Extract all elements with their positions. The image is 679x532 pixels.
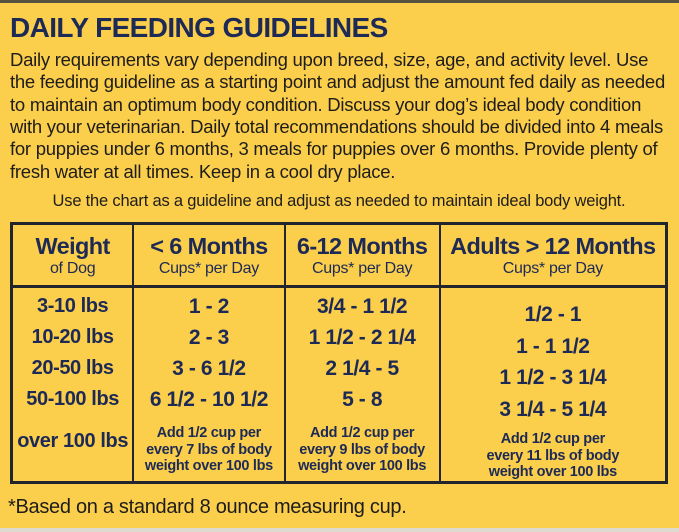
weight-range: 20-50 lbs	[31, 357, 114, 380]
note-line: every 9 lbs of body	[299, 441, 425, 458]
under-6-months-column: < 6 Months Cups* per Day 1 - 2 2 - 3 3 -…	[134, 225, 286, 481]
note-line: every 11 lbs of body	[486, 447, 620, 464]
weight-range: over 100 lbs	[17, 430, 129, 453]
measuring-cup-footnote: *Based on a standard 8 ounce measuring c…	[8, 496, 407, 518]
label-top-edge	[0, 0, 679, 3]
cups-range: 3 1/4 - 5 1/4	[499, 397, 607, 421]
weight-range: 10-20 lbs	[31, 326, 114, 349]
under-6-months-values: 1 - 2 2 - 3 3 - 6 1/2 6 1/2 - 10 1/2 Add…	[134, 288, 283, 479]
cups-range: 6 1/2 - 10 1/2	[149, 388, 269, 412]
six-to-twelve-months-values: 3/4 - 1 1/2 1 1/2 - 2 1/4 2 1/4 - 5 5 - …	[286, 288, 439, 479]
note-line: Add 1/2 cup per	[500, 431, 606, 448]
six-to-twelve-months-header-subtitle: Cups* per Day	[312, 259, 413, 277]
weight-range: 3-10 lbs	[36, 295, 109, 318]
weight-column-header: Weight of Dog	[13, 225, 133, 289]
six-to-twelve-months-header: 6-12 Months Cups* per Day	[285, 225, 439, 289]
weight-header-subtitle: of Dog	[49, 259, 96, 277]
over-100-lbs-note: Add 1/2 cup per every 11 lbs of body wei…	[441, 431, 665, 481]
intro-paragraph: Daily requirements vary depending upon b…	[10, 48, 665, 182]
note-line: weight over 100 lbs	[298, 458, 427, 475]
six-to-twelve-months-column: 6-12 Months Cups* per Day 3/4 - 1 1/2 1 …	[285, 225, 441, 481]
weight-column-values: 3-10 lbs 10-20 lbs 20-50 lbs 50-100 lbs …	[13, 288, 132, 479]
cups-range: 1 - 1 1/2	[516, 334, 590, 358]
over-100-lbs-note: Add 1/2 cup per every 9 lbs of body weig…	[286, 425, 439, 475]
label-bottom-edge	[0, 528, 679, 532]
cups-range: 3 - 6 1/2	[172, 357, 246, 381]
adults-header-title: Adults > 12 Months	[450, 233, 656, 260]
weight-header-title: Weight	[35, 233, 110, 260]
cups-range: 1 - 2	[188, 295, 229, 319]
feeding-guidelines-panel: DAILY FEEDING GUIDELINES Daily requireme…	[10, 12, 668, 484]
six-to-twelve-months-header-title: 6-12 Months	[296, 233, 428, 260]
note-line: every 7 lbs of body	[146, 441, 272, 458]
over-100-lbs-note: Add 1/2 cup per every 7 lbs of body weig…	[134, 425, 283, 475]
page-title: DAILY FEEDING GUIDELINES	[10, 12, 388, 43]
note-line: weight over 100 lbs	[144, 458, 273, 475]
note-line: weight over 100 lbs	[488, 464, 617, 481]
weight-column: Weight of Dog 3-10 lbs 10-20 lbs 20-50 l…	[13, 225, 135, 481]
adults-header-subtitle: Cups* per Day	[502, 259, 603, 277]
under-6-months-header: < 6 Months Cups* per Day	[134, 225, 284, 289]
adults-column: Adults > 12 Months Cups* per Day 1/2 - 1…	[440, 225, 665, 481]
adults-values: 1/2 - 1 1 - 1 1/2 1 1/2 - 3 1/4 3 1/4 - …	[441, 288, 665, 481]
adults-header: Adults > 12 Months Cups* per Day	[440, 225, 665, 289]
feeding-guidelines-table: Weight of Dog 3-10 lbs 10-20 lbs 20-50 l…	[10, 222, 668, 484]
cups-range: 2 1/4 - 5	[325, 357, 399, 381]
cups-range: 2 - 3	[188, 326, 229, 350]
cups-range: 5 - 8	[342, 388, 383, 412]
under-6-months-header-subtitle: Cups* per Day	[158, 259, 259, 277]
weight-range: 50-100 lbs	[26, 388, 119, 411]
chart-usage-note: Use the chart as a guideline and adjust …	[52, 192, 626, 211]
cups-range: 1 1/2 - 3 1/4	[499, 366, 607, 390]
cups-range: 1 1/2 - 2 1/4	[308, 326, 416, 350]
note-line: Add 1/2 cup per	[156, 425, 262, 442]
note-line: Add 1/2 cup per	[309, 425, 415, 442]
under-6-months-header-title: < 6 Months	[150, 233, 268, 260]
cups-range: 1/2 - 1	[524, 303, 582, 327]
cups-range: 3/4 - 1 1/2	[317, 295, 408, 319]
